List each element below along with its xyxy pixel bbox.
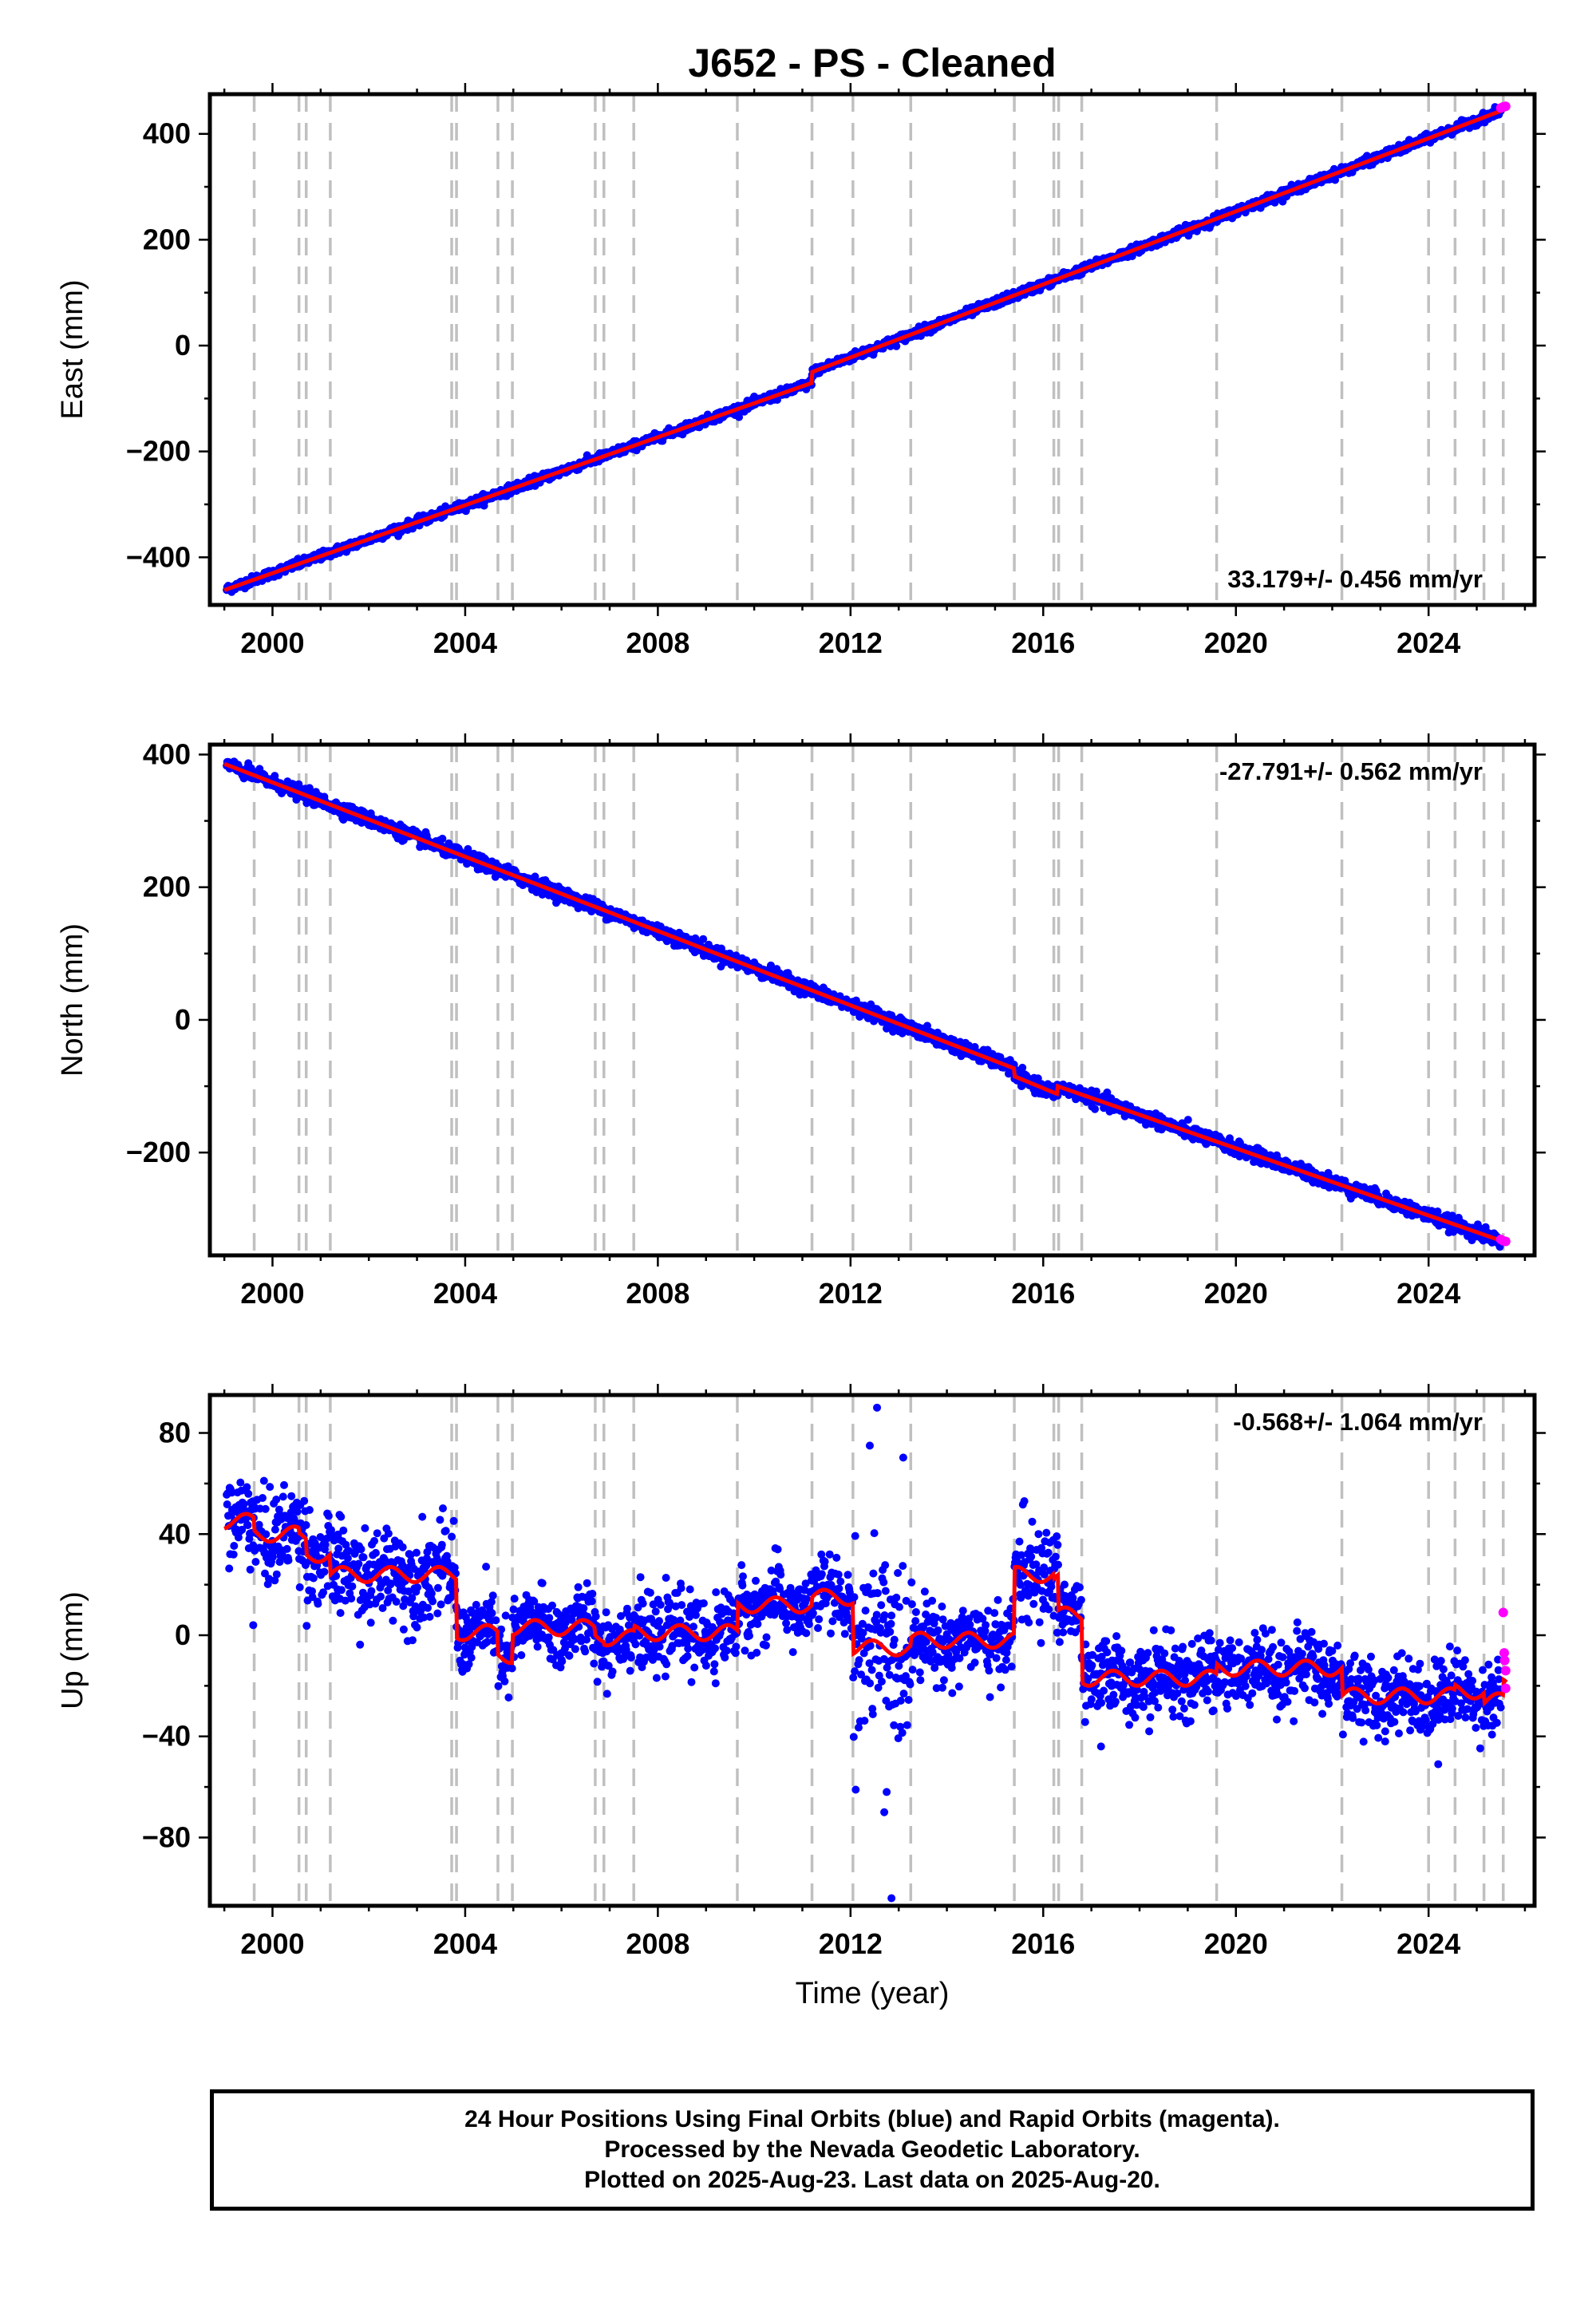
final-orbit-point	[438, 834, 447, 843]
chart-title: J652 - PS - Cleaned	[688, 41, 1056, 85]
x-tick-label: 2008	[626, 626, 689, 659]
north-panel: 2000 2004 2008 2012 2016 2020 2024−2000200400N…	[56, 733, 1546, 1310]
y-tick-label: 200	[143, 223, 191, 255]
y-tick-label: 400	[143, 117, 191, 150]
y-tick-label: −400	[126, 540, 191, 573]
east-panel: 2000 2004 2008 2012 2016 2020 2024 −400 −200 0 200…	[56, 83, 1546, 659]
velocity-rate-label: 33.179+/- 0.456 mm/yr	[1227, 565, 1483, 593]
plot-area	[223, 94, 1511, 605]
x-tick-label: 2016	[1011, 626, 1075, 659]
final-orbit-point	[892, 342, 901, 350]
plot-area	[223, 745, 1511, 1255]
x-tick-label: 2004	[433, 626, 497, 659]
y-tick-label: 0	[175, 329, 191, 362]
y-tick-label: −200	[126, 435, 191, 468]
x-tick-label: 2020	[1204, 626, 1268, 659]
x-tick-label: 2012	[819, 626, 883, 659]
final-orbit-point	[1091, 1105, 1100, 1113]
final-orbit-point	[1183, 1116, 1192, 1124]
x-tick-label: 2000	[240, 626, 304, 659]
y-axis-label: East (mm)	[56, 279, 89, 419]
x-tick-label: 2024	[1396, 626, 1460, 659]
rapid-orbit-point	[1500, 101, 1511, 112]
